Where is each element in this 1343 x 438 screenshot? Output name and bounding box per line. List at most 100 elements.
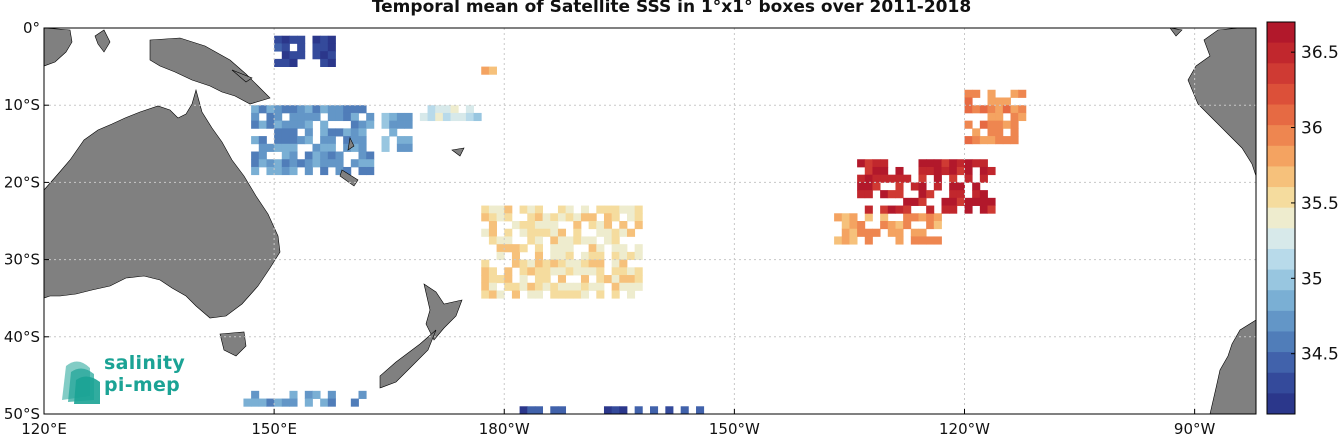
x-tick-label: 150°W [709, 420, 760, 438]
sss-cell [964, 97, 973, 106]
land-tasmania [219, 331, 247, 357]
sss-cell [565, 282, 574, 291]
sss-cell [696, 406, 705, 414]
sss-cell [972, 105, 981, 114]
sss-cell [496, 213, 505, 222]
sss-cell [588, 244, 597, 253]
sss-cell [297, 51, 306, 60]
sss-cell [995, 136, 1004, 145]
sss-cell [903, 197, 912, 206]
sss-cell [289, 35, 298, 44]
sss-cell [289, 151, 298, 160]
sss-cell [611, 282, 620, 291]
land-australia [44, 88, 281, 319]
sss-cell [550, 251, 559, 260]
sss-cell [266, 159, 275, 168]
sss-cell [903, 174, 912, 183]
sss-cell [527, 213, 536, 222]
sss-cell [619, 228, 628, 237]
sss-cell [266, 112, 275, 122]
sss-cell [864, 182, 873, 191]
sss-cell [396, 136, 405, 145]
sss-cell [527, 406, 536, 414]
sss-cell [872, 182, 881, 191]
sss-cell [274, 58, 283, 67]
sss-cell [320, 398, 329, 407]
sss-cell [580, 275, 590, 284]
sss-cell [918, 182, 927, 191]
sss-cell [626, 282, 636, 291]
sss-cell [557, 275, 567, 284]
sss-cell [297, 35, 306, 44]
sss-cell [887, 221, 896, 230]
sss-cell [350, 128, 359, 137]
sss-cell [320, 35, 329, 44]
sss-cell [918, 213, 927, 222]
sss-cell [880, 159, 889, 168]
sss-cell [534, 221, 544, 230]
sss-cell [312, 159, 321, 168]
sss-cell [304, 136, 313, 145]
sss-cell [580, 251, 590, 260]
sss-cell [580, 290, 590, 299]
sss-cell [274, 120, 283, 129]
sss-cell [435, 105, 444, 114]
sss-cell [289, 128, 298, 137]
sss-cell [481, 259, 490, 268]
sss-cell [358, 143, 367, 152]
map-area [44, 28, 1256, 414]
sss-cell [619, 244, 628, 253]
sss-cell [995, 97, 1004, 106]
sss-cell [488, 267, 497, 276]
sss-cell [1018, 112, 1027, 122]
sss-cell [488, 66, 497, 75]
sss-cell [918, 159, 927, 168]
sss-cell [979, 136, 988, 145]
sss-cell [404, 120, 413, 129]
sss-cell [396, 112, 405, 122]
sss-cell [289, 166, 298, 176]
salinity-pi-mep-logo: salinity pi-mep [60, 352, 200, 404]
colorbar-frame [1266, 21, 1296, 415]
sss-cell [274, 166, 283, 176]
sss-cell [849, 221, 858, 230]
land-borneo [44, 28, 73, 67]
sss-cell [972, 182, 981, 191]
sss-cell [626, 290, 636, 299]
sss-cell [534, 259, 544, 268]
sss-cell [320, 136, 329, 145]
sss-cell [588, 213, 597, 222]
sss-cell [880, 190, 889, 199]
sss-cell [596, 205, 605, 214]
sss-cell [320, 43, 329, 52]
sss-cells [243, 35, 1027, 414]
sss-cell [550, 282, 559, 291]
sss-cell [979, 166, 988, 176]
y-axis: 0° 10°S 20°S 30°S 40°S 50°S [4, 19, 49, 423]
sss-cell [542, 221, 551, 230]
sss-cell [327, 151, 336, 160]
y-tick-label: 10°S [4, 96, 40, 114]
logo-line2: pi-mep [104, 374, 181, 396]
sss-cell [488, 221, 497, 230]
colorbar-swatch [1267, 310, 1295, 332]
sss-cell [1010, 89, 1019, 98]
sss-cell [949, 190, 958, 199]
sss-cell [910, 236, 919, 245]
sss-cell [243, 398, 252, 407]
sss-cell [381, 112, 390, 122]
sss-cell [949, 182, 958, 191]
land-fiji [451, 147, 465, 157]
sss-cell [504, 244, 513, 253]
sss-cell [926, 190, 935, 199]
sss-cell [389, 112, 398, 122]
sss-cell [435, 112, 444, 122]
sss-cell [634, 244, 643, 253]
sss-cell [626, 267, 636, 276]
sss-cell [1018, 89, 1027, 98]
sss-cell [289, 143, 298, 152]
sss-cell [281, 151, 290, 160]
sss-cell [596, 251, 605, 260]
sss-cell [933, 174, 942, 183]
